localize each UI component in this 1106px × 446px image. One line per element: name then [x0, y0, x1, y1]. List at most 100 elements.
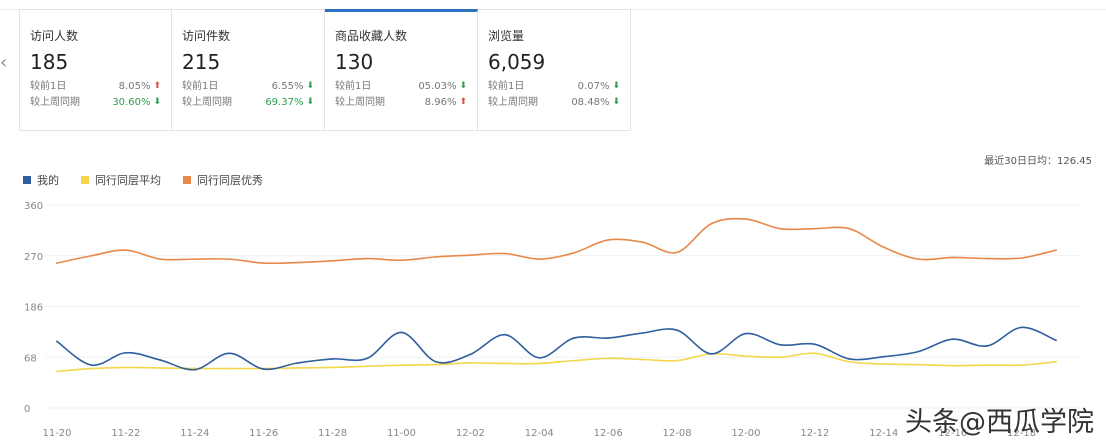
data-point[interactable] — [124, 366, 127, 369]
data-point[interactable] — [124, 351, 127, 354]
legend-item-mine[interactable]: 我的 — [23, 172, 59, 188]
data-point[interactable] — [779, 227, 782, 230]
data-point[interactable] — [159, 359, 162, 361]
data-point[interactable] — [745, 218, 747, 220]
compare-label: 较前1日 — [30, 81, 67, 92]
kpi-card-pageviews[interactable]: 浏览量 6,059 较前1日 0.07% ⬇ 较上周同期 08.48% ⬇ — [478, 9, 631, 131]
data-point[interactable] — [572, 252, 575, 254]
data-point[interactable] — [641, 358, 644, 361]
data-point[interactable] — [331, 259, 334, 262]
data-point[interactable] — [676, 251, 678, 254]
data-point[interactable] — [503, 252, 506, 255]
data-point[interactable] — [641, 241, 644, 244]
data-point[interactable] — [469, 254, 472, 257]
data-point[interactable] — [159, 367, 162, 369]
data-point[interactable] — [56, 340, 58, 343]
data-point[interactable] — [745, 332, 747, 335]
data-point[interactable] — [56, 262, 58, 264]
data-point[interactable] — [228, 258, 231, 261]
data-point[interactable] — [710, 352, 713, 355]
data-point[interactable] — [779, 343, 782, 346]
data-point[interactable] — [986, 257, 989, 260]
data-point[interactable] — [366, 257, 368, 260]
data-point[interactable] — [400, 259, 403, 262]
data-point[interactable] — [676, 359, 678, 362]
kpi-card-visits[interactable]: 访问件数 215 较前1日 6.55% ⬇ 较上周同期 69.37% ⬇ — [172, 9, 325, 131]
data-point[interactable] — [710, 222, 713, 225]
compare-value: 08.48% — [571, 97, 610, 108]
kpi-card-visitors[interactable]: 访问人数 185 较前1日 8.05% ⬆ 较上周同期 30.60% ⬇ — [19, 9, 172, 131]
data-point[interactable] — [228, 352, 231, 355]
chevron-left-icon[interactable]: ‹ — [0, 52, 8, 73]
data-point[interactable] — [435, 255, 437, 258]
data-point[interactable] — [745, 355, 747, 358]
data-point[interactable] — [297, 367, 300, 369]
data-point[interactable] — [400, 364, 403, 367]
data-point[interactable] — [435, 363, 437, 366]
data-point[interactable] — [882, 363, 885, 365]
data-point[interactable] — [572, 359, 575, 362]
data-point[interactable] — [297, 261, 300, 264]
data-point[interactable] — [159, 258, 162, 261]
legend-item-peer-excellent[interactable]: 同行同层优秀 — [183, 172, 263, 188]
data-point[interactable] — [607, 357, 610, 360]
data-point[interactable] — [813, 352, 816, 355]
data-point[interactable] — [1020, 257, 1023, 259]
data-point[interactable] — [917, 258, 920, 261]
data-point[interactable] — [366, 357, 368, 360]
data-point[interactable] — [951, 364, 954, 367]
data-point[interactable] — [951, 338, 954, 341]
data-point[interactable] — [331, 366, 334, 369]
data-point[interactable] — [400, 331, 403, 334]
data-point[interactable] — [917, 350, 920, 353]
kpi-card-favorites[interactable]: 商品收藏人数 130 较前1日 05.03% ⬇ 较上周同期 8.96% ⬆ — [325, 9, 478, 131]
legend-item-peer-average[interactable]: 同行同层平均 — [81, 172, 161, 188]
data-point[interactable] — [193, 258, 196, 261]
data-point[interactable] — [56, 370, 58, 373]
data-point[interactable] — [1055, 360, 1057, 363]
data-point[interactable] — [331, 358, 334, 360]
data-point[interactable] — [435, 360, 437, 363]
data-point[interactable] — [124, 249, 127, 252]
data-point[interactable] — [607, 239, 610, 241]
data-point[interactable] — [228, 367, 231, 370]
data-point[interactable] — [813, 343, 816, 346]
data-point[interactable] — [779, 356, 782, 359]
data-point[interactable] — [676, 329, 678, 332]
data-point[interactable] — [297, 361, 300, 364]
chart-legend: 我的 同行同层平均 同行同层优秀 — [23, 172, 263, 188]
data-point[interactable] — [813, 227, 816, 230]
data-point[interactable] — [366, 365, 368, 368]
data-point[interactable] — [848, 360, 851, 363]
data-point[interactable] — [503, 362, 506, 365]
data-point[interactable] — [1020, 364, 1023, 367]
data-point[interactable] — [882, 246, 885, 249]
data-point[interactable] — [262, 262, 265, 264]
data-point[interactable] — [538, 362, 541, 365]
data-point[interactable] — [572, 337, 575, 339]
data-point[interactable] — [848, 358, 851, 360]
data-point[interactable] — [538, 258, 541, 261]
data-point[interactable] — [90, 367, 93, 370]
data-point[interactable] — [193, 368, 196, 371]
data-point[interactable] — [469, 353, 472, 356]
data-point[interactable] — [951, 256, 954, 259]
data-point[interactable] — [1020, 326, 1023, 329]
data-point[interactable] — [1055, 339, 1057, 342]
data-point[interactable] — [1055, 249, 1057, 252]
data-point[interactable] — [986, 345, 989, 347]
data-point[interactable] — [469, 361, 472, 364]
data-point[interactable] — [641, 332, 644, 334]
data-point[interactable] — [882, 355, 885, 358]
data-point[interactable] — [848, 227, 851, 230]
legend-label: 同行同层平均 — [95, 174, 161, 187]
data-point[interactable] — [917, 363, 920, 366]
x-tick-label: 12-00 — [731, 428, 760, 439]
data-point[interactable] — [262, 368, 265, 370]
data-point[interactable] — [90, 254, 93, 257]
data-point[interactable] — [503, 333, 506, 336]
data-point[interactable] — [607, 337, 610, 339]
data-point[interactable] — [538, 356, 541, 359]
data-point[interactable] — [986, 364, 989, 367]
data-point[interactable] — [90, 364, 93, 367]
